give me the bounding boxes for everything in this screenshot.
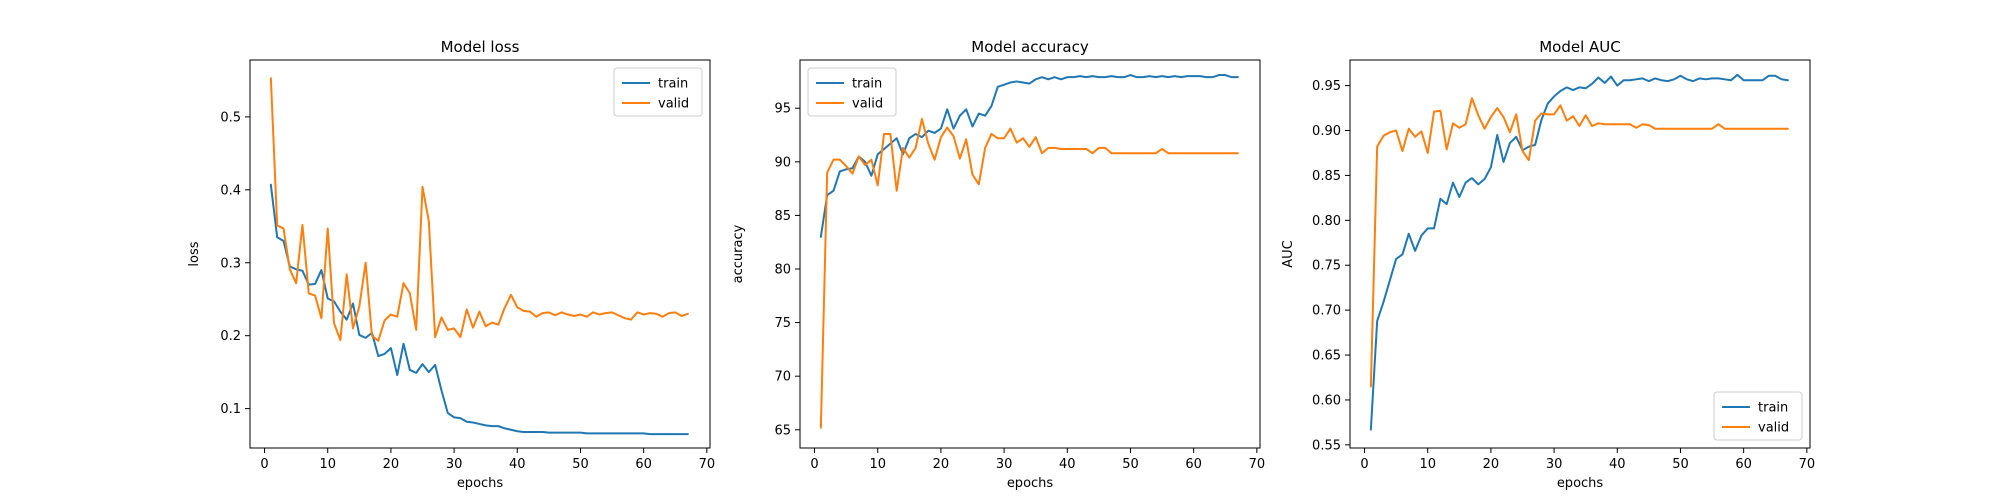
model-accuracy-y-tick-label: 85 <box>774 209 791 224</box>
model-auc-y-tick-label: 0.70 <box>1312 304 1341 319</box>
model-loss-x-tick-label: 70 <box>699 457 716 472</box>
model-auc-legend-label-train: train <box>1758 401 1788 416</box>
model-loss-legend-label-valid: valid <box>658 97 689 112</box>
model-auc-legend-label-valid: valid <box>1758 421 1789 436</box>
model-loss-title: Model loss <box>441 38 520 56</box>
model-accuracy-y-tick-label: 75 <box>774 316 791 331</box>
model-accuracy-x-tick-label: 0 <box>810 457 818 472</box>
model-accuracy-y-tick-label: 70 <box>774 370 791 385</box>
model-auc-legend: train valid <box>1713 391 1803 441</box>
model-auc-y-tick-label: 0.90 <box>1312 124 1341 139</box>
model-accuracy-legend: train valid <box>807 67 897 117</box>
model-accuracy-x-tick-label: 70 <box>1249 457 1266 472</box>
model-auc-title: Model AUC <box>1539 38 1621 56</box>
model-accuracy-train-line <box>819 74 1239 238</box>
model-auc-x-tick-label: 40 <box>1609 457 1626 472</box>
model-accuracy-y-tick-label: 90 <box>774 155 791 170</box>
model-loss-x-tick-label: 50 <box>572 457 589 472</box>
model-accuracy-y-tick-label: 65 <box>774 423 791 438</box>
model-accuracy-axes-frame <box>799 59 1261 449</box>
model-accuracy-legend-label-valid: valid <box>852 97 883 112</box>
model-accuracy-legend-label-train: train <box>852 77 882 92</box>
model-auc-y-tick-label: 0.80 <box>1312 214 1341 229</box>
model-auc-x-tick-label: 0 <box>1360 457 1368 472</box>
model-loss-y-tick-label: 0.5 <box>220 110 241 125</box>
model-accuracy-panel: 0 10 20 30 40 50 60 70 65 70 75 80 85 90 95 Model accur… <box>731 38 1265 491</box>
model-auc-x-axis-label: epochs <box>1557 476 1604 491</box>
model-auc-x-tick-label: 10 <box>1419 457 1436 472</box>
model-auc-axes-frame <box>1349 59 1811 449</box>
model-auc-y-tick-label: 0.85 <box>1312 169 1341 184</box>
model-auc-x-tick-label: 60 <box>1735 457 1752 472</box>
model-auc-train-line <box>1369 73 1789 431</box>
model-loss-y-tick-label: 0.4 <box>220 183 241 198</box>
model-accuracy-x-axis-label: epochs <box>1007 476 1054 491</box>
model-auc-y-tick-label: 0.65 <box>1312 349 1341 364</box>
model-loss-x-tick-label: 0 <box>260 457 268 472</box>
model-loss-x-tick-label: 40 <box>509 457 526 472</box>
model-auc-panel: 0 10 20 30 40 50 60 70 0.55 0.60 0.65 0.70 0.75 0.80 0… <box>1281 38 1815 491</box>
model-auc-x-tick-label: 30 <box>1546 457 1563 472</box>
model-accuracy-x-tick-label: 50 <box>1122 457 1139 472</box>
model-loss-y-axis-label: loss <box>187 241 202 266</box>
model-accuracy-x-tick-label: 20 <box>933 457 950 472</box>
model-loss-x-axis-label: epochs <box>457 476 504 491</box>
model-auc-y-tick-label: 0.55 <box>1312 438 1341 453</box>
model-accuracy-x-tick-label: 10 <box>869 457 886 472</box>
model-loss-legend: train valid <box>613 67 703 117</box>
model-accuracy-y-tick-label: 95 <box>774 102 791 117</box>
model-loss-axes-frame <box>249 59 711 449</box>
model-accuracy-y-tick-label: 80 <box>774 263 791 278</box>
model-loss-y-tick-label: 0.2 <box>220 329 241 344</box>
model-auc-y-tick-label: 0.75 <box>1312 259 1341 274</box>
model-auc-y-tick-label: 0.95 <box>1312 79 1341 94</box>
model-accuracy-x-tick-label: 30 <box>996 457 1013 472</box>
model-auc-x-tick-label: 50 <box>1672 457 1689 472</box>
model-loss-y-tick-label: 0.3 <box>220 256 241 271</box>
model-auc-x-tick-label: 70 <box>1799 457 1816 472</box>
model-accuracy-y-axis-label: accuracy <box>731 224 746 283</box>
model-accuracy-title: Model accuracy <box>971 38 1089 56</box>
model-auc-y-axis-label: AUC <box>1281 240 1296 268</box>
model-loss-x-tick-label: 10 <box>319 457 336 472</box>
model-loss-x-tick-label: 30 <box>446 457 463 472</box>
model-loss-x-tick-label: 20 <box>383 457 400 472</box>
model-loss-legend-label-train: train <box>658 77 688 92</box>
model-loss-valid-line <box>269 77 689 342</box>
model-accuracy-x-tick-label: 60 <box>1185 457 1202 472</box>
model-accuracy-x-tick-label: 40 <box>1059 457 1076 472</box>
model-accuracy-valid-line <box>819 117 1239 429</box>
model-loss-x-tick-label: 60 <box>635 457 652 472</box>
model-auc-valid-line <box>1369 97 1789 388</box>
model-loss-y-tick-label: 0.1 <box>220 402 241 417</box>
model-auc-x-tick-label: 20 <box>1483 457 1500 472</box>
model-loss-train-line <box>269 183 689 436</box>
model-loss-panel: 0 10 20 30 40 50 60 70 0.1 0.2 0.3 0.4 0.5 Model loss… <box>187 38 715 491</box>
model-auc-y-tick-label: 0.60 <box>1312 393 1341 408</box>
